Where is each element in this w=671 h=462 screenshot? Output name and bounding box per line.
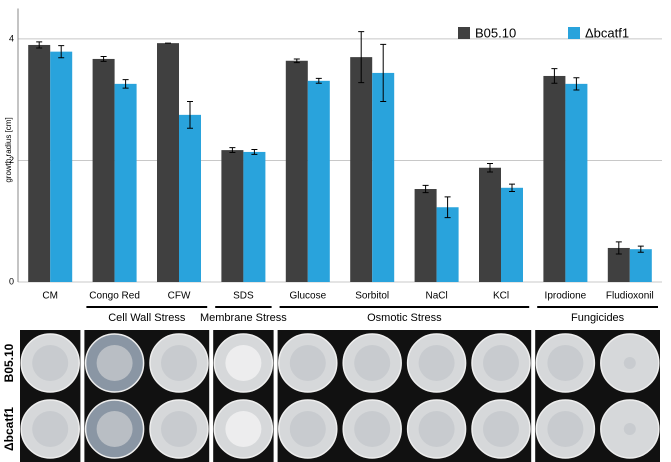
- colony: [96, 345, 133, 381]
- x-tick-label: Glucose: [289, 291, 326, 302]
- x-tick-label: Sorbitol: [355, 291, 389, 302]
- group-label: Cell Wall Stress: [108, 312, 186, 324]
- error-bar: [637, 245, 644, 253]
- x-tick-label: Iprodione: [545, 291, 587, 302]
- bar: [92, 58, 115, 282]
- error-bar: [444, 196, 451, 219]
- colony: [623, 357, 636, 369]
- colony: [32, 345, 69, 381]
- colony: [418, 345, 455, 381]
- x-tick-label: NaCl: [425, 291, 447, 302]
- error-bar: [187, 100, 193, 129]
- bar: [436, 207, 459, 282]
- y-axis-label: growth radius [cm]: [4, 117, 13, 182]
- colony: [547, 411, 584, 447]
- bar: [414, 189, 437, 282]
- legend-swatch: [458, 27, 470, 39]
- colony: [289, 345, 326, 381]
- legend-label: B05.10: [475, 25, 516, 40]
- bar: [114, 83, 137, 282]
- colony: [289, 411, 326, 447]
- colony: [225, 345, 262, 381]
- colony: [483, 411, 519, 447]
- colony: [354, 411, 391, 447]
- error-bar: [509, 183, 515, 192]
- colony: [623, 423, 636, 435]
- colony: [354, 345, 391, 381]
- bar: [28, 44, 51, 282]
- y-tick-label: 2: [9, 155, 14, 165]
- group-label: Fungicides: [571, 312, 625, 324]
- bar: [629, 249, 652, 282]
- x-tick-label: Congo Red: [89, 291, 140, 302]
- error-bar: [487, 162, 493, 173]
- x-tick-label: KCl: [493, 291, 509, 302]
- bar: [243, 151, 266, 282]
- error-bar: [358, 31, 365, 84]
- colony: [32, 411, 69, 447]
- group-label: Osmotic Stress: [367, 312, 442, 324]
- error-bar: [315, 77, 322, 84]
- bar: [607, 247, 630, 282]
- error-bar: [122, 79, 129, 89]
- group-label: Membrane Stress: [200, 312, 287, 324]
- error-bar: [615, 241, 622, 255]
- bar: [157, 43, 179, 282]
- bar: [372, 72, 395, 283]
- error-bar: [380, 43, 387, 102]
- bar: [501, 187, 523, 282]
- photo-row-label: Δbcatf1: [2, 407, 16, 451]
- error-bar: [100, 56, 107, 62]
- x-tick-label: Fludioxonil: [606, 291, 654, 302]
- x-tick-label: SDS: [233, 291, 254, 302]
- legend-swatch: [568, 27, 580, 39]
- y-tick-label: 0: [9, 276, 14, 286]
- error-bar: [58, 45, 65, 59]
- error-bar: [573, 77, 580, 91]
- colony: [225, 411, 262, 447]
- x-tick-label: CFW: [168, 291, 191, 302]
- bar: [307, 80, 330, 282]
- bar: [350, 57, 373, 282]
- colony: [96, 411, 133, 447]
- colony: [161, 411, 197, 447]
- bar: [543, 75, 566, 282]
- bar: [179, 114, 201, 282]
- bar: [50, 51, 73, 282]
- error-bar: [293, 58, 300, 64]
- bar: [565, 83, 588, 282]
- bar: [285, 60, 308, 282]
- legend-label: Δbcatf1: [585, 25, 629, 40]
- x-tick-label: CM: [42, 291, 58, 302]
- error-bar: [251, 149, 258, 155]
- bar: [221, 150, 244, 282]
- colony: [418, 411, 455, 447]
- photo-row-label: B05.10: [2, 343, 16, 382]
- error-bar: [422, 184, 429, 194]
- error-bar: [229, 147, 236, 154]
- colony: [547, 345, 584, 381]
- y-tick-label: 4: [9, 33, 14, 43]
- error-bar: [551, 68, 558, 84]
- colony: [161, 345, 197, 381]
- bar: [479, 167, 501, 282]
- error-bar: [36, 41, 43, 49]
- colony: [483, 345, 519, 381]
